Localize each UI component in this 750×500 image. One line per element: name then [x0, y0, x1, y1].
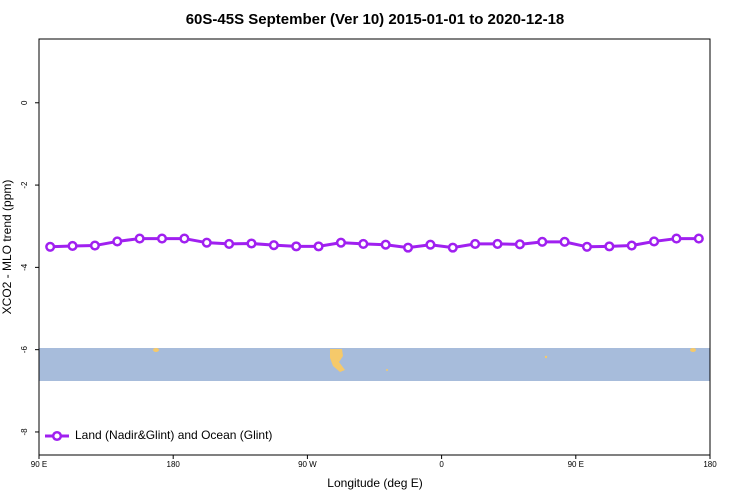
data-point — [45, 241, 56, 252]
data-point — [403, 242, 414, 253]
x-tick-label: 90 E — [31, 460, 47, 469]
y-tick-label: 0 — [20, 100, 29, 105]
data-point — [179, 233, 190, 244]
data-point — [626, 240, 637, 251]
x-tick-label: 90 E — [568, 460, 584, 469]
data-point — [224, 238, 235, 249]
data-point — [604, 241, 615, 252]
y-tick-label: -8 — [20, 428, 29, 436]
y-axis-label: XCO2 - MLO trend (ppm) — [0, 180, 14, 315]
x-tick-label: 90 W — [298, 460, 317, 469]
data-point — [537, 236, 548, 247]
x-tick-label: 0 — [439, 460, 444, 469]
data-point — [67, 240, 78, 252]
land — [330, 349, 345, 372]
land — [690, 348, 696, 352]
data-point — [492, 238, 503, 249]
data-point — [313, 241, 324, 252]
x-axis-label: Longitude (deg E) — [327, 476, 422, 490]
legend-marker — [51, 430, 63, 442]
land — [386, 369, 388, 371]
data-point — [112, 236, 123, 247]
data-point — [693, 233, 704, 244]
data-point — [246, 238, 257, 249]
y-tick-label: -6 — [20, 346, 29, 354]
ocean-band — [39, 348, 710, 381]
data-point — [581, 241, 593, 252]
data-point — [291, 241, 302, 252]
data-point — [671, 233, 682, 244]
data-point — [268, 240, 279, 251]
chart-title: 60S-45S September (Ver 10) 2015-01-01 to… — [186, 11, 565, 28]
data-point — [89, 240, 100, 251]
x-tick-label: 180 — [703, 460, 717, 469]
data-point — [358, 238, 369, 249]
y-tick-label: -4 — [20, 263, 29, 271]
land — [544, 355, 548, 359]
map-strip — [39, 348, 710, 381]
legend-label: Land (Nadir&Glint) and Ocean (Glint) — [75, 428, 272, 442]
data-line — [50, 237, 699, 250]
data-point — [447, 242, 458, 253]
data-point — [156, 233, 168, 244]
data-point — [649, 236, 660, 247]
data-point — [134, 233, 145, 244]
plot-frame — [38, 38, 711, 456]
y-tick-label: -2 — [20, 181, 29, 189]
data-point — [470, 238, 481, 249]
land — [153, 348, 159, 352]
data-point — [425, 239, 436, 250]
data-point — [201, 237, 212, 248]
data-point — [559, 236, 570, 247]
x-tick-label: 180 — [167, 460, 181, 469]
data-point — [514, 239, 525, 250]
data-point — [335, 237, 347, 248]
data-point — [380, 239, 391, 250]
